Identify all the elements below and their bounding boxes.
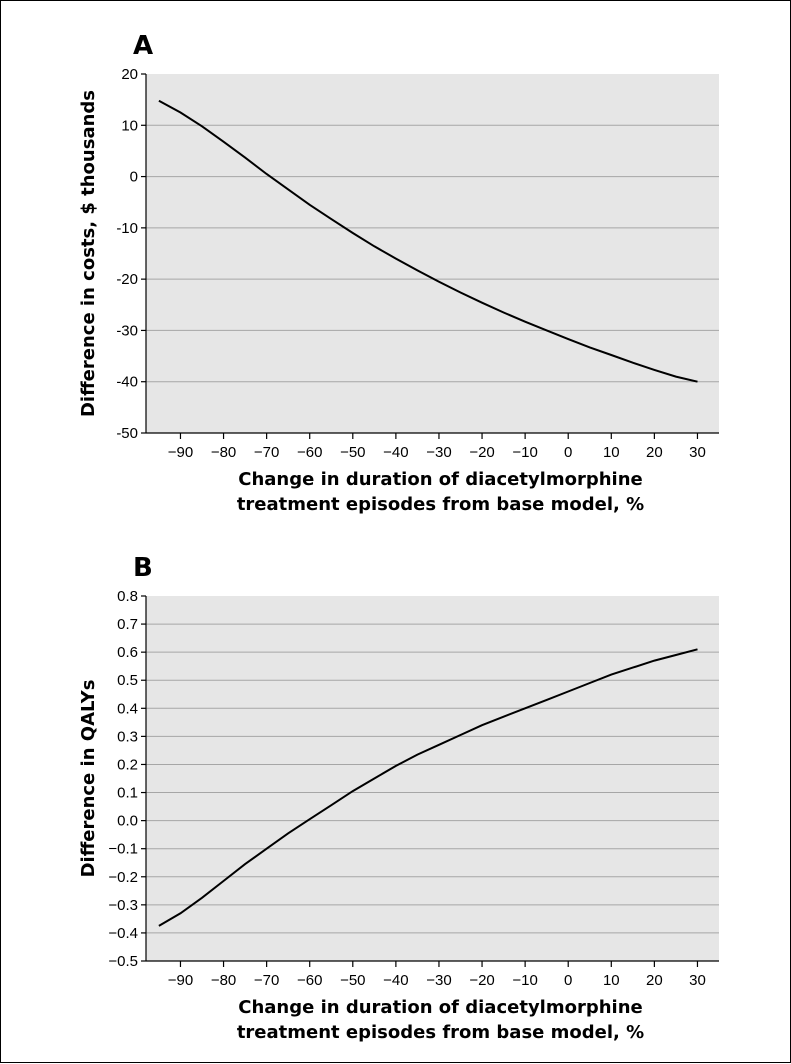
x-tick-label: 20 — [646, 972, 663, 989]
y-tick-label: -50 — [116, 425, 138, 442]
x-tick-label: −70 — [254, 972, 279, 989]
panel-a: 20 10 0 -10 -20 -30 -40 -50 −90 −80 −70 −60 −50 −40 −3… — [78, 31, 719, 515]
y-tick-label: 0.5 — [117, 672, 138, 689]
x-tick-label: −20 — [469, 972, 494, 989]
y-axis-title: Difference in QALYs — [78, 680, 99, 878]
panel-b: 0.8 0.7 0.6 0.5 0.4 0.3 0.2 0.1 0.0 −0.1 −0.2 −0.3 −… — [78, 553, 719, 1043]
x-tick-label: −80 — [211, 444, 236, 461]
y-tick-label: −0.1 — [108, 841, 138, 858]
y-tick-label: 0.7 — [117, 616, 138, 633]
x-tick-label: −60 — [297, 972, 322, 989]
y-tick-label: −0.5 — [108, 953, 138, 970]
x-tick-label: −80 — [211, 972, 236, 989]
x-tick-label: −20 — [469, 444, 494, 461]
y-tick-label: 0.6 — [117, 644, 138, 661]
y-tick-label: -20 — [116, 271, 138, 288]
y-tick-label: -30 — [116, 322, 138, 339]
y-tick-label: −0.3 — [108, 897, 138, 914]
x-tick-label: −30 — [426, 972, 451, 989]
x-tick-label: −50 — [340, 972, 365, 989]
x-axis-title-line-1: Change in duration of diacetylmorphine — [238, 469, 642, 490]
y-tick-label: 0.4 — [117, 700, 138, 717]
x-axis-title-line-2: treatment episodes from base model, % — [237, 1022, 644, 1043]
x-tick-label: −40 — [383, 972, 408, 989]
series-line — [158, 648, 698, 927]
x-tick-label: 10 — [603, 444, 620, 461]
x-tick-label: 0 — [564, 444, 572, 461]
x-axis-title-line-2: treatment episodes from base model, % — [237, 494, 644, 515]
x-tick-label: −60 — [297, 444, 322, 461]
y-tick-label: 0.8 — [117, 588, 138, 605]
y-tick-label: -40 — [116, 374, 138, 391]
x-tick-label: −30 — [426, 444, 451, 461]
y-tick-label: 0.2 — [117, 756, 138, 773]
y-tick-label: -10 — [116, 220, 138, 237]
x-tick-label: 10 — [603, 972, 620, 989]
x-tick-label: −40 — [383, 444, 408, 461]
y-tick-label: 0.3 — [117, 728, 138, 745]
x-tick-label: −90 — [168, 444, 193, 461]
x-tick-label: 0 — [564, 972, 572, 989]
y-tick-label: 10 — [121, 117, 138, 134]
series-line — [158, 99, 698, 383]
y-tick-label: 0 — [130, 169, 138, 186]
y-tick-label: 20 — [121, 66, 138, 83]
y-tick-label: −0.4 — [108, 925, 138, 942]
plot-area — [146, 74, 719, 433]
x-tick-label: −10 — [512, 444, 537, 461]
x-tick-label: 30 — [689, 972, 706, 989]
plot-area — [146, 596, 719, 961]
panel-letter: A — [133, 31, 153, 61]
x-tick-label: −50 — [340, 444, 365, 461]
x-axis-title-line-1: Change in duration of diacetylmorphine — [238, 997, 642, 1018]
y-axis-title: Difference in costs, $ thousands — [78, 90, 99, 417]
x-tick-label: 20 — [646, 444, 663, 461]
x-tick-label: −90 — [168, 972, 193, 989]
x-tick-label: −70 — [254, 444, 279, 461]
y-tick-label: −0.2 — [108, 869, 138, 886]
x-tick-label: 30 — [689, 444, 706, 461]
y-tick-label: 0.0 — [117, 813, 138, 830]
y-tick-label: 0.1 — [117, 785, 138, 802]
x-tick-label: −10 — [512, 972, 537, 989]
panel-letter: B — [133, 553, 153, 583]
